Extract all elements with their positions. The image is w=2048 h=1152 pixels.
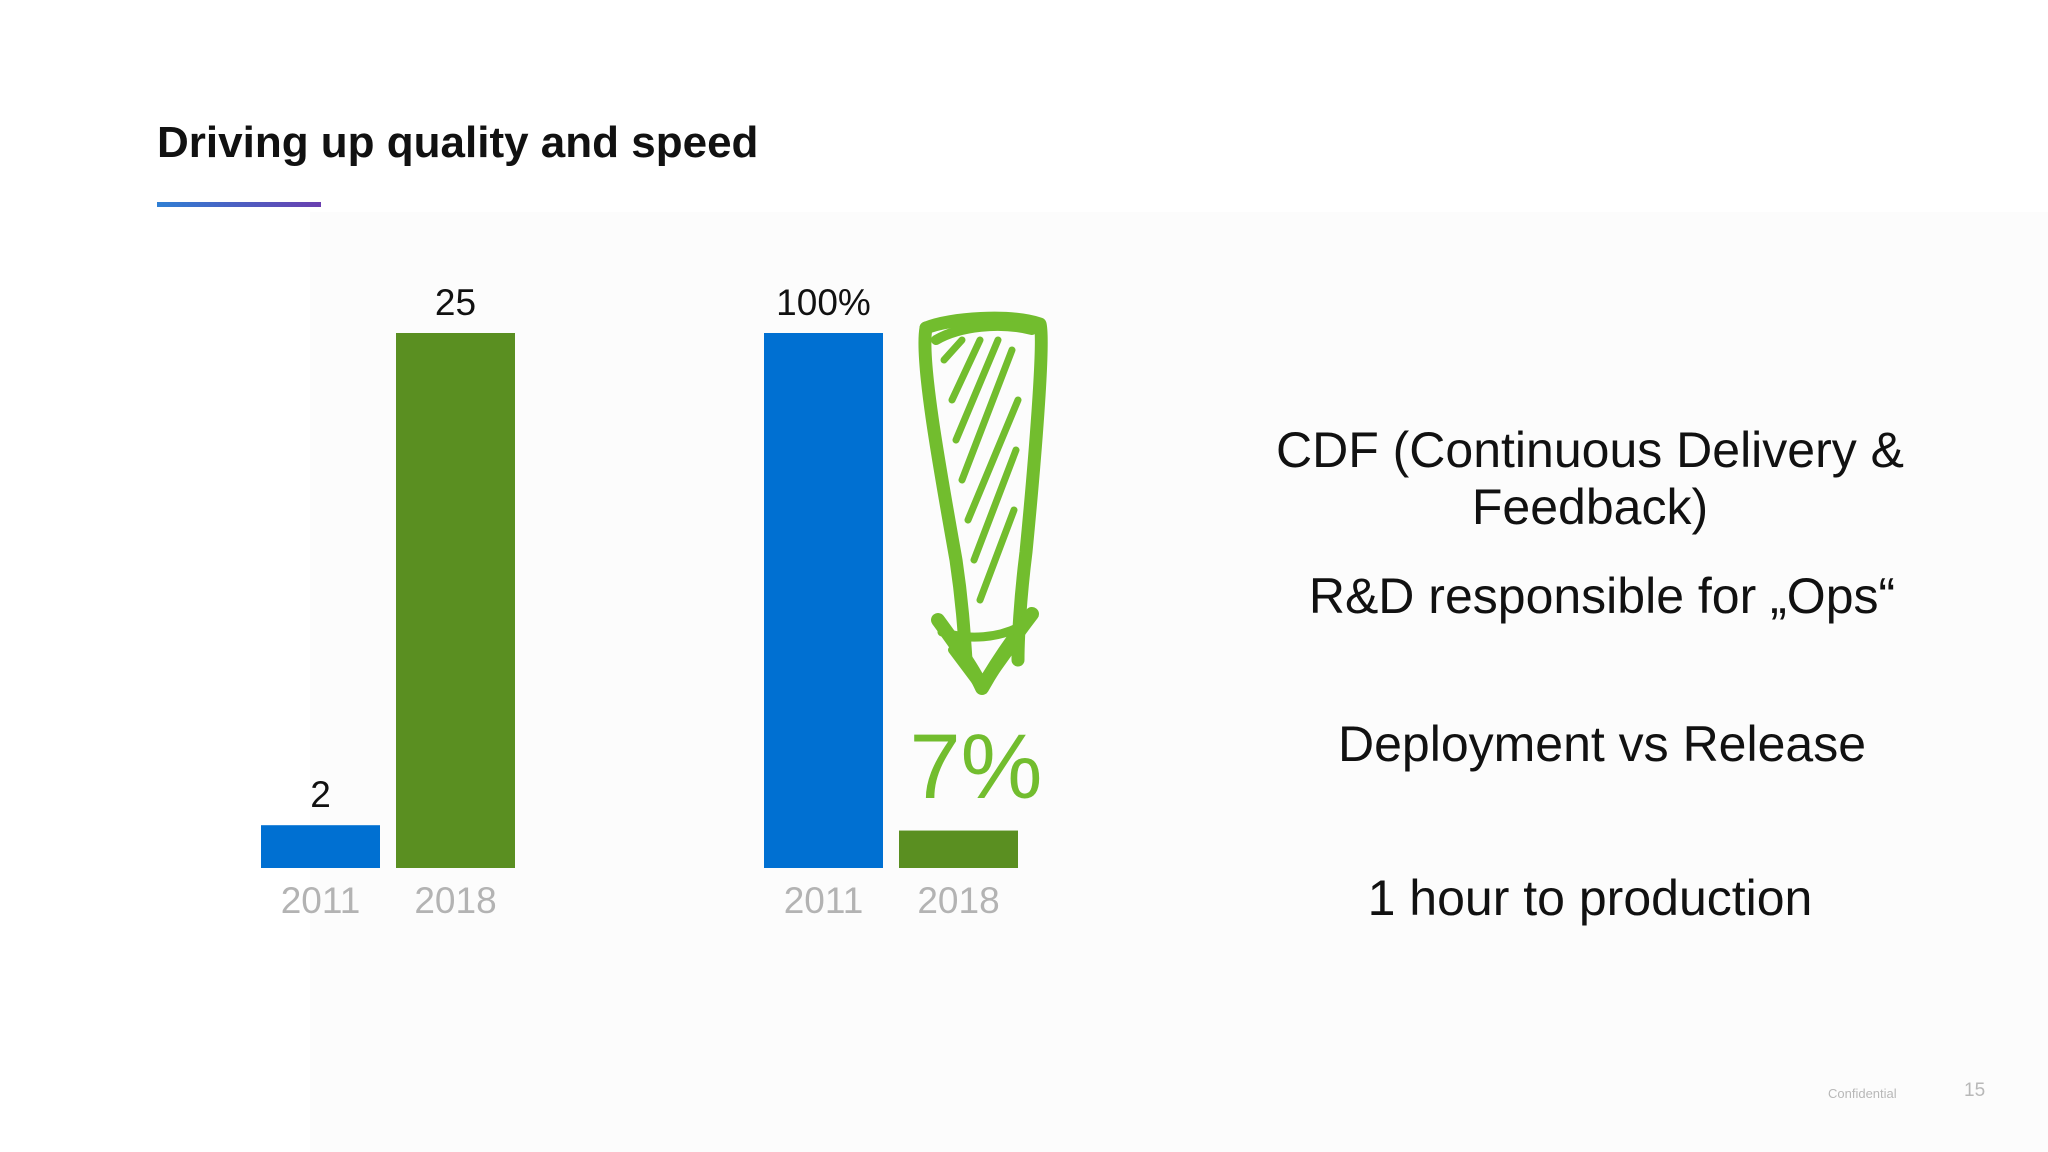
slide-title: Driving up quality and speed (157, 118, 759, 167)
tick-label-chart1-2011: 2011 (281, 880, 361, 921)
hand-drawn-down-arrow-icon (918, 311, 1048, 695)
title-underline (157, 202, 321, 207)
bullet-one-hour-production: 1 hour to production (1367, 870, 1813, 926)
bar-chart2-2018 (899, 830, 1018, 868)
annotation-7-percent: 7% (910, 716, 1043, 818)
bullet-rd-ops: R&D responsible for „Ops“ (1308, 568, 1896, 624)
bullet-cdf-line2: Feedback) (1471, 479, 1709, 535)
bullet-cdf: CDF (Continuous Delivery & Feedback) (1180, 422, 2000, 536)
tick-label-chart2-2011: 2011 (784, 880, 864, 921)
bullet-cdf-line1: CDF (Continuous Delivery & (1276, 422, 1904, 478)
chart-background-panel (310, 212, 2048, 1152)
bullet-list: CDF (Continuous Delivery & Feedback) R&D… (1180, 0, 2000, 1152)
page-number: 15 (1964, 1080, 1986, 1101)
data-label-chart2-2011: 100% (776, 282, 871, 323)
tick-label-chart1-2018: 2018 (414, 880, 496, 921)
data-label-chart1-2011: 2 (310, 774, 331, 815)
confidential-label: Confidential (1828, 1086, 1897, 1101)
data-label-chart1-2018: 25 (435, 282, 476, 323)
tick-label-chart2-2018: 2018 (917, 880, 999, 921)
bar-chart1-2018 (396, 333, 515, 868)
chart-layer: 2 2011 25 2018 100% 2011 2018 (261, 282, 1018, 921)
bar-chart1-2011 (261, 825, 380, 868)
bullet-deployment-release: Deployment vs Release (1337, 716, 1867, 772)
bar-chart2-2011 (764, 333, 883, 868)
